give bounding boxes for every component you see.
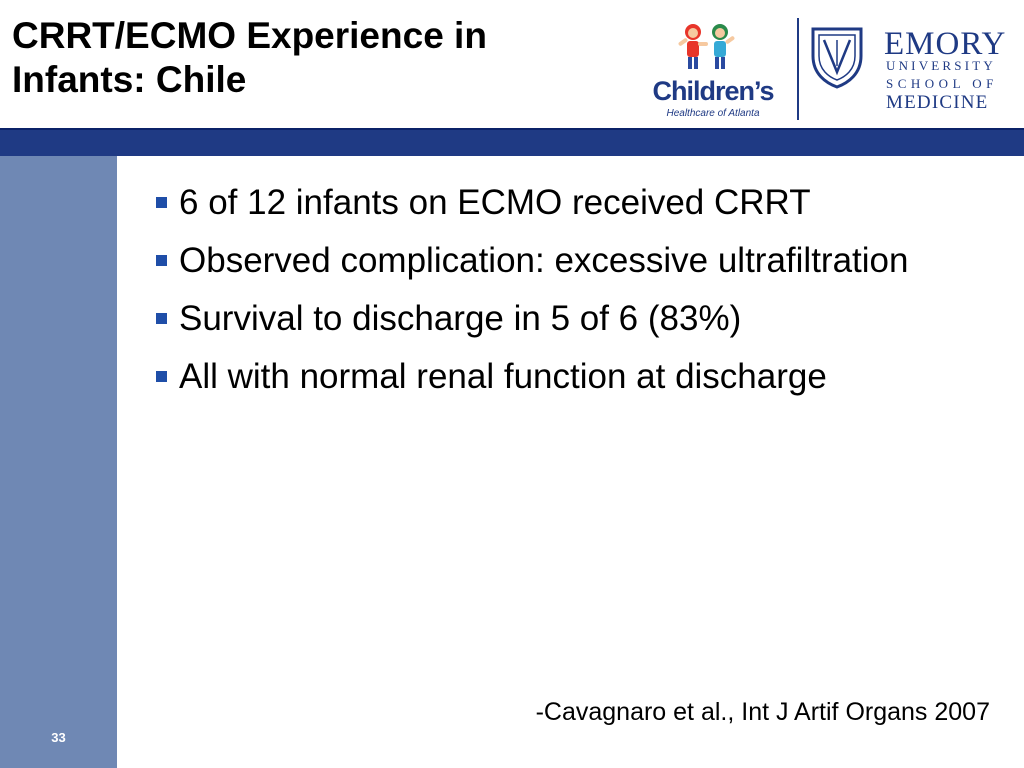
slide-header: CRRT/ECMO Experience in Infants: Chile C…	[0, 0, 1024, 130]
bullet-item: Survival to discharge in 5 of 6 (83%)	[150, 296, 990, 342]
header-band	[0, 130, 1024, 156]
bullet-square-icon	[156, 371, 167, 382]
emory-wordmark: EMORY	[884, 26, 1007, 62]
slide-title-line-1: CRRT/ECMO Experience in	[12, 15, 487, 56]
childrens-kids-icon	[678, 24, 735, 69]
slide-title-line-2: Infants: Chile	[12, 59, 247, 100]
bullet-text: 6 of 12 infants on ECMO received CRRT	[179, 183, 811, 222]
emory-shield-icon	[811, 27, 863, 89]
childrens-healthcare-logo: Children’s Healthcare of Atlanta	[648, 20, 778, 120]
header-rule	[0, 128, 1024, 131]
left-sidebar-bar	[0, 156, 117, 768]
bullet-item: All with normal renal function at discha…	[150, 354, 990, 400]
childrens-tagline: Healthcare of Atlanta	[666, 108, 760, 119]
bullet-square-icon	[156, 197, 167, 208]
bullet-text: All with normal renal function at discha…	[179, 357, 827, 396]
bullet-text: Survival to discharge in 5 of 6 (83%)	[179, 299, 742, 338]
bullet-item: Observed complication: excessive ultrafi…	[150, 238, 990, 284]
bullet-list: 6 of 12 infants on ECMO received CRRT Ob…	[150, 180, 990, 412]
bullet-square-icon	[156, 313, 167, 324]
bullet-item: 6 of 12 infants on ECMO received CRRT	[150, 180, 990, 226]
citation: -Cavagnaro et al., Int J Artif Organs 20…	[535, 698, 990, 726]
emory-school-text: SCHOOL OF	[886, 76, 998, 91]
bullet-text: Observed complication: excessive ultrafi…	[179, 241, 909, 280]
slide-title: CRRT/ECMO Experience in Infants: Chile	[12, 14, 632, 102]
childrens-wordmark: Children’s	[652, 76, 774, 106]
emory-university-text: UNIVERSITY	[886, 58, 996, 73]
slide-number: 33	[51, 730, 66, 745]
bullet-square-icon	[156, 255, 167, 266]
logo-divider	[797, 18, 799, 120]
emory-medicine-text: MEDICINE	[886, 92, 989, 113]
